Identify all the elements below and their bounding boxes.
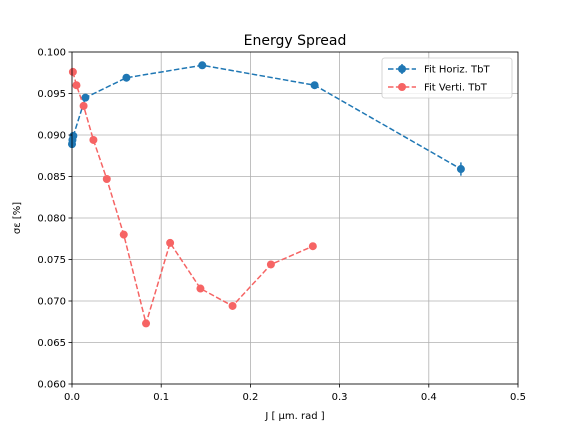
y-tick-label: 0.085 [37, 172, 66, 183]
series-horizontal [68, 61, 465, 176]
data-point [198, 61, 207, 70]
data-point [310, 81, 319, 90]
data-point [89, 135, 98, 144]
x-axis-label: J [ μm. rad ] [264, 411, 324, 422]
y-axis-label: σε [%] [12, 202, 23, 234]
data-point [122, 73, 131, 82]
chart-title: Energy Spread [244, 33, 347, 49]
y-tick-label: 0.065 [37, 338, 66, 349]
data-point [68, 67, 77, 76]
data-point [142, 319, 151, 328]
legend-marker [398, 83, 406, 91]
series-vertical [68, 67, 317, 328]
data-point [79, 101, 88, 110]
y-tick-label: 0.090 [37, 131, 66, 142]
series-layer [68, 61, 465, 328]
y-tick-label: 0.070 [37, 297, 66, 308]
y-tick-label: 0.060 [37, 380, 66, 391]
x-tick-label: 0.1 [153, 392, 169, 403]
data-point [228, 301, 237, 310]
x-tick-label: 0.3 [332, 392, 348, 403]
ticks: 0.0 0.1 0.2 0.3 0.4 0.5 0.060 0.065 0.070 0.075 0.… [37, 48, 526, 404]
data-point [69, 131, 78, 140]
data-point [456, 165, 465, 174]
legend: Fit Horiz. TbT Fit Verti. TbT [381, 57, 513, 99]
x-tick-label: 0.0 [64, 392, 80, 403]
data-point [119, 230, 128, 239]
data-point [81, 93, 90, 102]
y-tick-label: 0.080 [37, 214, 66, 225]
data-point [102, 174, 111, 183]
data-point [266, 260, 275, 269]
x-tick-label: 0.5 [510, 392, 526, 403]
data-point [72, 81, 81, 90]
legend-box [381, 57, 513, 99]
y-tick-label: 0.075 [37, 255, 66, 266]
y-tick-label: 0.100 [37, 48, 66, 59]
y-tick-label: 0.095 [37, 89, 66, 100]
legend-label: Fit Horiz. TbT [424, 65, 490, 76]
x-tick-label: 0.2 [242, 392, 258, 403]
x-tick-label: 0.4 [421, 392, 437, 403]
data-point [196, 284, 205, 293]
data-point [308, 242, 317, 251]
legend-marker [398, 65, 406, 73]
data-point [166, 238, 175, 247]
legend-label: Fit Verti. TbT [424, 83, 488, 94]
